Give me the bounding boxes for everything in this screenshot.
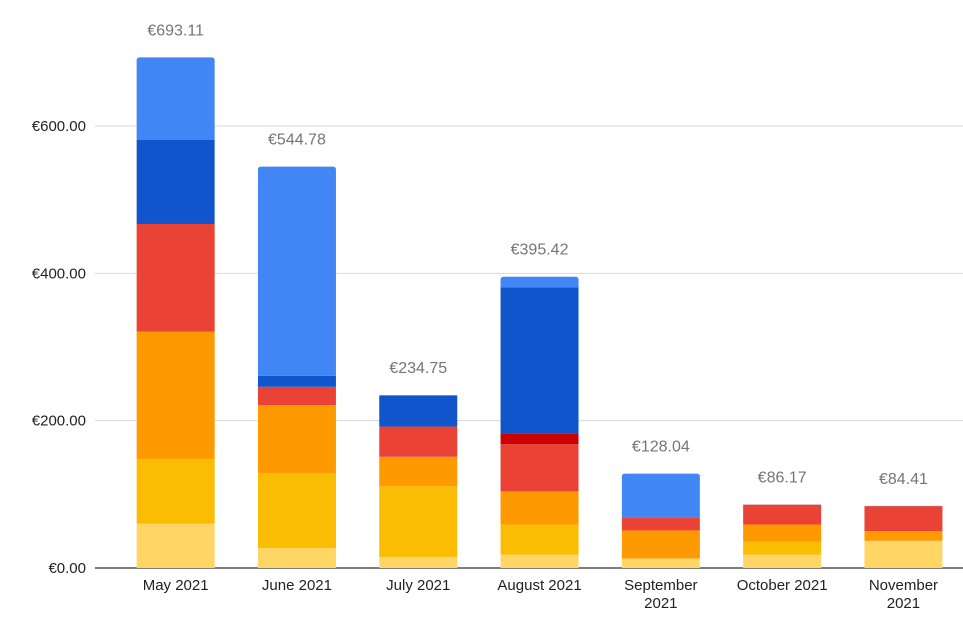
bar-segment xyxy=(257,472,336,549)
bar-segment xyxy=(500,444,579,492)
bar-segment xyxy=(864,506,943,532)
bar-segment xyxy=(379,395,458,396)
x-tick-label: August 2021 xyxy=(497,577,581,594)
bar-segment xyxy=(500,524,579,555)
x-tick-label: 2021 xyxy=(887,595,920,612)
x-tick-label: November xyxy=(869,577,938,594)
x-tick-label: October 2021 xyxy=(737,577,828,594)
bar-segment xyxy=(621,473,700,518)
bar-segment xyxy=(743,541,822,555)
bar-segment xyxy=(500,433,579,445)
y-tick-label: €600.00 xyxy=(32,118,86,135)
y-tick-label: €0.00 xyxy=(48,560,86,577)
bar-segment xyxy=(864,531,943,541)
bar-segment xyxy=(257,548,336,568)
bar-segment xyxy=(257,405,336,473)
bar-segment xyxy=(743,504,822,525)
bar-segment xyxy=(379,486,458,557)
bar-segment xyxy=(864,540,943,568)
bar-segment xyxy=(500,287,579,434)
bar-segment xyxy=(136,458,215,524)
bar-segment xyxy=(136,331,215,459)
x-tick-label: 2021 xyxy=(644,595,677,612)
bar-segment xyxy=(257,166,336,376)
x-tick-label: July 2021 xyxy=(386,577,450,594)
bar-segment xyxy=(379,395,458,427)
bar-total-label: €84.41 xyxy=(879,471,928,488)
bar-segment xyxy=(136,57,215,140)
bar-segment xyxy=(379,456,458,487)
bar-segment xyxy=(500,491,579,525)
bar-total-label: €234.75 xyxy=(389,360,447,377)
bar-segment xyxy=(621,530,700,559)
x-tick-label: June 2021 xyxy=(262,577,332,594)
bar-segment xyxy=(621,517,700,531)
bar-segment xyxy=(136,139,215,224)
bar-total-label: €86.17 xyxy=(758,470,807,487)
bar-segment xyxy=(743,524,822,542)
bar-total-label: €395.42 xyxy=(511,242,569,259)
bar-segment xyxy=(743,554,822,568)
bar-segment xyxy=(257,375,336,387)
bar-total-label: €693.11 xyxy=(147,22,204,39)
bar-segment xyxy=(136,223,215,332)
bar-segment xyxy=(379,426,458,457)
labels-layer: €693.11 May 2021 €544.78 June 2021 €234.75 Ju… xyxy=(143,22,938,612)
x-tick-label: September xyxy=(624,577,697,594)
x-tick-label: May 2021 xyxy=(143,577,209,594)
bar-segment xyxy=(500,554,579,568)
bar-total-label: €544.78 xyxy=(268,132,326,149)
bar-segment xyxy=(500,276,579,288)
bar-total-label: €128.04 xyxy=(632,439,690,456)
bars-layer xyxy=(136,57,943,568)
bar-segment xyxy=(136,523,215,568)
y-tick-label: €400.00 xyxy=(32,265,86,282)
bar-segment xyxy=(621,558,700,568)
bar-segment xyxy=(379,556,458,568)
y-tick-label: €200.00 xyxy=(32,413,86,430)
bar-segment xyxy=(257,386,336,406)
